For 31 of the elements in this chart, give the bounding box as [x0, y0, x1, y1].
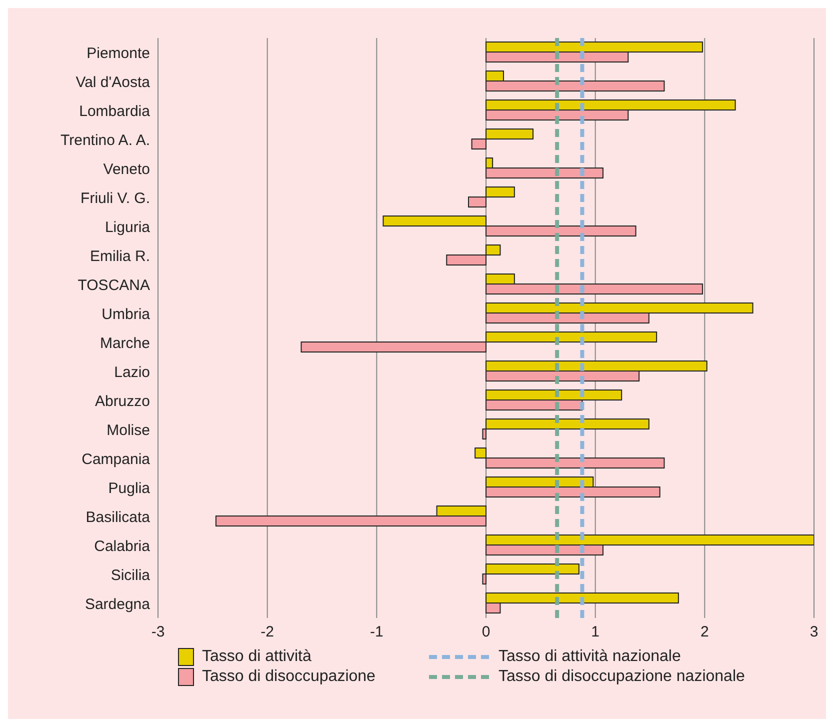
y-tick-label: Trentino A. A.	[60, 132, 150, 149]
y-tick-label: Piemonte	[86, 44, 150, 62]
y-tick-label: Val d'Aosta	[76, 74, 151, 91]
y-tick-label: Marche	[100, 334, 150, 352]
y-tick-label: Basilicata	[86, 508, 151, 526]
y-tick-label: Liguria	[104, 218, 151, 236]
legend-label: Tasso di disoccupazione nazionale	[498, 668, 745, 686]
y-tick-label: Abruzzo	[94, 392, 150, 410]
y-tick-label: Puglia	[108, 480, 151, 497]
y-tick-label: Veneto	[103, 160, 150, 178]
x-tick-label: 0	[482, 624, 490, 641]
x-tick-label: 3	[810, 624, 818, 641]
legend-label: Tasso di attività	[202, 648, 312, 666]
y-tick-label: Calabria	[94, 538, 151, 555]
ref-line-label: Tasso di attività nazionale	[498, 648, 681, 666]
y-tick-label: Lombardia	[79, 102, 151, 120]
y-tick-label: TOSCANA	[78, 276, 150, 294]
x-tick-label: -1	[370, 624, 384, 641]
y-tick-label: Campania	[82, 450, 151, 468]
x-tick-label: 1	[591, 624, 600, 641]
y-tick-label: Umbria	[102, 306, 151, 323]
y-tick-label: Emilia R.	[90, 248, 150, 265]
x-tick-label: 2	[700, 624, 709, 641]
x-tick-label: -3	[151, 624, 165, 641]
x-tick-label: -2	[260, 624, 274, 641]
y-tick-label: Sardegna	[84, 596, 151, 613]
y-tick-label: Lazio	[114, 364, 150, 381]
y-tick-label: Sicilia	[110, 566, 151, 584]
y-tick-label: Molise	[106, 422, 150, 439]
y-tick-label: Friuli V. G.	[80, 190, 150, 207]
legend-label: Tasso di disoccupazione	[202, 668, 376, 686]
